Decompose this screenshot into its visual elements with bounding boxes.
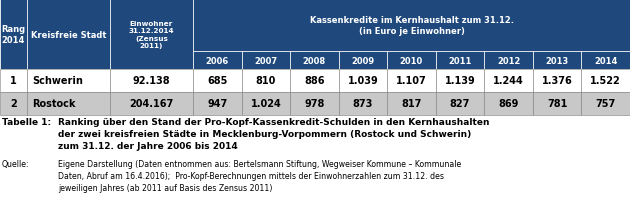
Text: Quelle:: Quelle:: [2, 159, 30, 168]
Text: Einwohner
31.12.2014
(Zensus
2011): Einwohner 31.12.2014 (Zensus 2011): [129, 21, 175, 49]
Bar: [0, 93, 27, 115]
Text: 810: 810: [256, 76, 276, 86]
Text: 869: 869: [498, 99, 518, 109]
Text: 2014: 2014: [594, 56, 617, 65]
Bar: [387, 70, 436, 93]
Bar: [484, 52, 533, 70]
Bar: [110, 70, 193, 93]
Text: 757: 757: [595, 99, 616, 109]
Bar: [436, 52, 484, 70]
Text: 1.376: 1.376: [542, 76, 573, 86]
Bar: [0, 70, 27, 93]
Bar: [241, 93, 290, 115]
Bar: [339, 93, 387, 115]
Bar: [27, 0, 110, 70]
Text: 92.138: 92.138: [133, 76, 170, 86]
Text: 978: 978: [304, 99, 324, 109]
Text: 1.039: 1.039: [348, 76, 379, 86]
Text: 2006: 2006: [205, 56, 229, 65]
Text: 886: 886: [304, 76, 324, 86]
Text: 685: 685: [207, 76, 227, 86]
Bar: [193, 93, 241, 115]
Bar: [581, 52, 630, 70]
Text: 1: 1: [10, 76, 17, 86]
Bar: [110, 0, 193, 70]
Bar: [533, 70, 581, 93]
Bar: [290, 70, 339, 93]
Bar: [581, 70, 630, 93]
Text: 1.522: 1.522: [590, 76, 621, 86]
Bar: [193, 70, 241, 93]
Text: 947: 947: [207, 99, 227, 109]
Bar: [290, 52, 339, 70]
Text: 204.167: 204.167: [129, 99, 174, 109]
Text: 2012: 2012: [497, 56, 520, 65]
Bar: [339, 70, 387, 93]
Bar: [436, 93, 484, 115]
Text: 817: 817: [401, 99, 421, 109]
Text: 2011: 2011: [449, 56, 472, 65]
Text: 2: 2: [10, 99, 17, 109]
Text: 1.107: 1.107: [396, 76, 427, 86]
Text: 2008: 2008: [303, 56, 326, 65]
Text: 827: 827: [450, 99, 470, 109]
Text: Rang
2014: Rang 2014: [1, 25, 26, 45]
Bar: [241, 52, 290, 70]
Text: 1.024: 1.024: [251, 99, 281, 109]
Bar: [193, 52, 241, 70]
Text: 2007: 2007: [255, 56, 277, 65]
Bar: [387, 52, 436, 70]
Text: 781: 781: [547, 99, 568, 109]
Bar: [581, 93, 630, 115]
Text: Ranking über den Stand der Pro-Kopf-Kassenkredit-Schulden in den Kernhaushalten
: Ranking über den Stand der Pro-Kopf-Kass…: [58, 117, 490, 151]
Bar: [436, 70, 484, 93]
Bar: [387, 93, 436, 115]
Bar: [290, 93, 339, 115]
Text: Kreisfreie Stadt: Kreisfreie Stadt: [31, 30, 106, 39]
Bar: [0, 0, 27, 70]
Text: Eigene Darstellung (Daten entnommen aus: Bertelsmann Stiftung, Wegweiser Kommune: Eigene Darstellung (Daten entnommen aus:…: [58, 159, 461, 192]
Bar: [27, 70, 110, 93]
Text: Tabelle 1:: Tabelle 1:: [2, 117, 51, 126]
Bar: [533, 52, 581, 70]
Text: Rostock: Rostock: [32, 99, 76, 109]
Bar: [110, 93, 193, 115]
Text: 2009: 2009: [352, 56, 374, 65]
Text: Schwerin: Schwerin: [32, 76, 83, 86]
Bar: [484, 93, 533, 115]
Text: 2010: 2010: [400, 56, 423, 65]
Text: 1.244: 1.244: [493, 76, 524, 86]
Text: 1.139: 1.139: [445, 76, 476, 86]
Bar: [27, 93, 110, 115]
Bar: [533, 93, 581, 115]
Bar: [241, 70, 290, 93]
Text: 2013: 2013: [546, 56, 569, 65]
Bar: [484, 70, 533, 93]
Text: 873: 873: [353, 99, 373, 109]
Text: Kassenkredite im Kernhaushalt zum 31.12.
(in Euro je Einwohner): Kassenkredite im Kernhaushalt zum 31.12.…: [309, 16, 513, 36]
Bar: [193, 0, 630, 52]
Bar: [339, 52, 387, 70]
